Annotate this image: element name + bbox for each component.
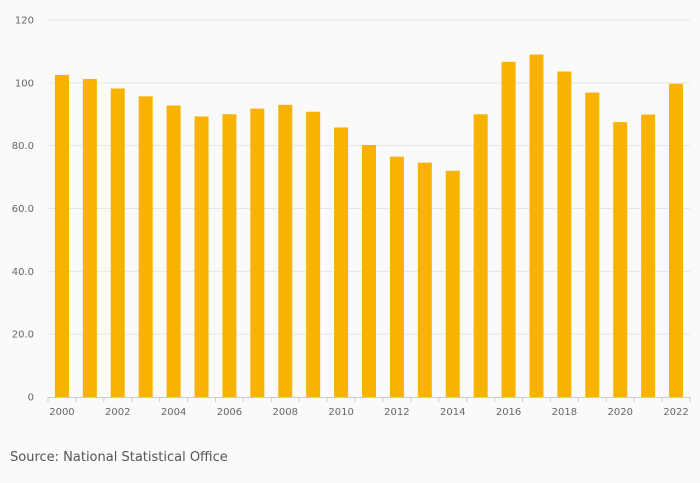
x-tick-label: 2004: [161, 407, 186, 418]
y-tick-label: 80.0: [12, 141, 34, 152]
bar-2009: [306, 111, 321, 397]
bars: [54, 54, 684, 398]
bar-2000: [54, 74, 69, 398]
x-tick-label: 2012: [384, 407, 409, 418]
bar-2001: [82, 79, 97, 398]
bar-2010: [334, 127, 349, 397]
x-tick-label: 2014: [440, 407, 465, 418]
y-tick-label: 40.0: [12, 267, 34, 278]
bar-2008: [278, 104, 293, 397]
bar-2003: [138, 96, 153, 397]
bar-2022: [669, 83, 684, 398]
x-tick-label: 2006: [217, 407, 242, 418]
x-tick-label: 2000: [49, 407, 74, 418]
bar-2015: [473, 114, 488, 397]
bar-2016: [501, 61, 516, 397]
bar-chart: 0 20.0 40.0 60.0 80.0 100 120 2000 2002 2004 2006…: [12, 16, 691, 418]
source-note: Source: National Statistical Office: [10, 450, 228, 465]
bar-2021: [641, 114, 656, 398]
bar-2019: [585, 92, 600, 397]
x-tick-label: 2018: [552, 407, 577, 418]
y-tick-label: 100: [15, 78, 34, 89]
bar-2002: [110, 88, 125, 397]
y-tick-label: 0: [28, 393, 34, 404]
bar-2020: [613, 122, 628, 398]
bar-2014: [445, 170, 460, 397]
bar-2005: [194, 116, 209, 398]
x-tick-label: 2010: [328, 407, 353, 418]
x-axis: 2000 2002 2004 2006 2008 2010 2012 2014 2016 2018…: [47, 397, 691, 418]
bar-2006: [222, 114, 237, 397]
y-tick-label: 20.0: [12, 330, 34, 341]
bar-2013: [417, 162, 432, 397]
bar-2018: [557, 71, 572, 398]
bar-2007: [250, 108, 265, 397]
y-tick-label: 60.0: [12, 204, 34, 215]
bar-2004: [166, 105, 181, 397]
x-tick-label: 2022: [663, 407, 688, 418]
y-tick-label: 120: [15, 16, 34, 27]
y-axis-labels: 0 20.0 40.0 60.0 80.0 100 120: [12, 16, 34, 404]
x-tick-label: 2020: [607, 407, 632, 418]
x-tick-label: 2002: [105, 407, 130, 418]
bar-2011: [362, 145, 376, 397]
x-tick-label: 2008: [273, 407, 298, 418]
x-tick-label: 2016: [496, 407, 521, 418]
bar-2012: [389, 156, 404, 397]
bar-2017: [529, 54, 544, 397]
